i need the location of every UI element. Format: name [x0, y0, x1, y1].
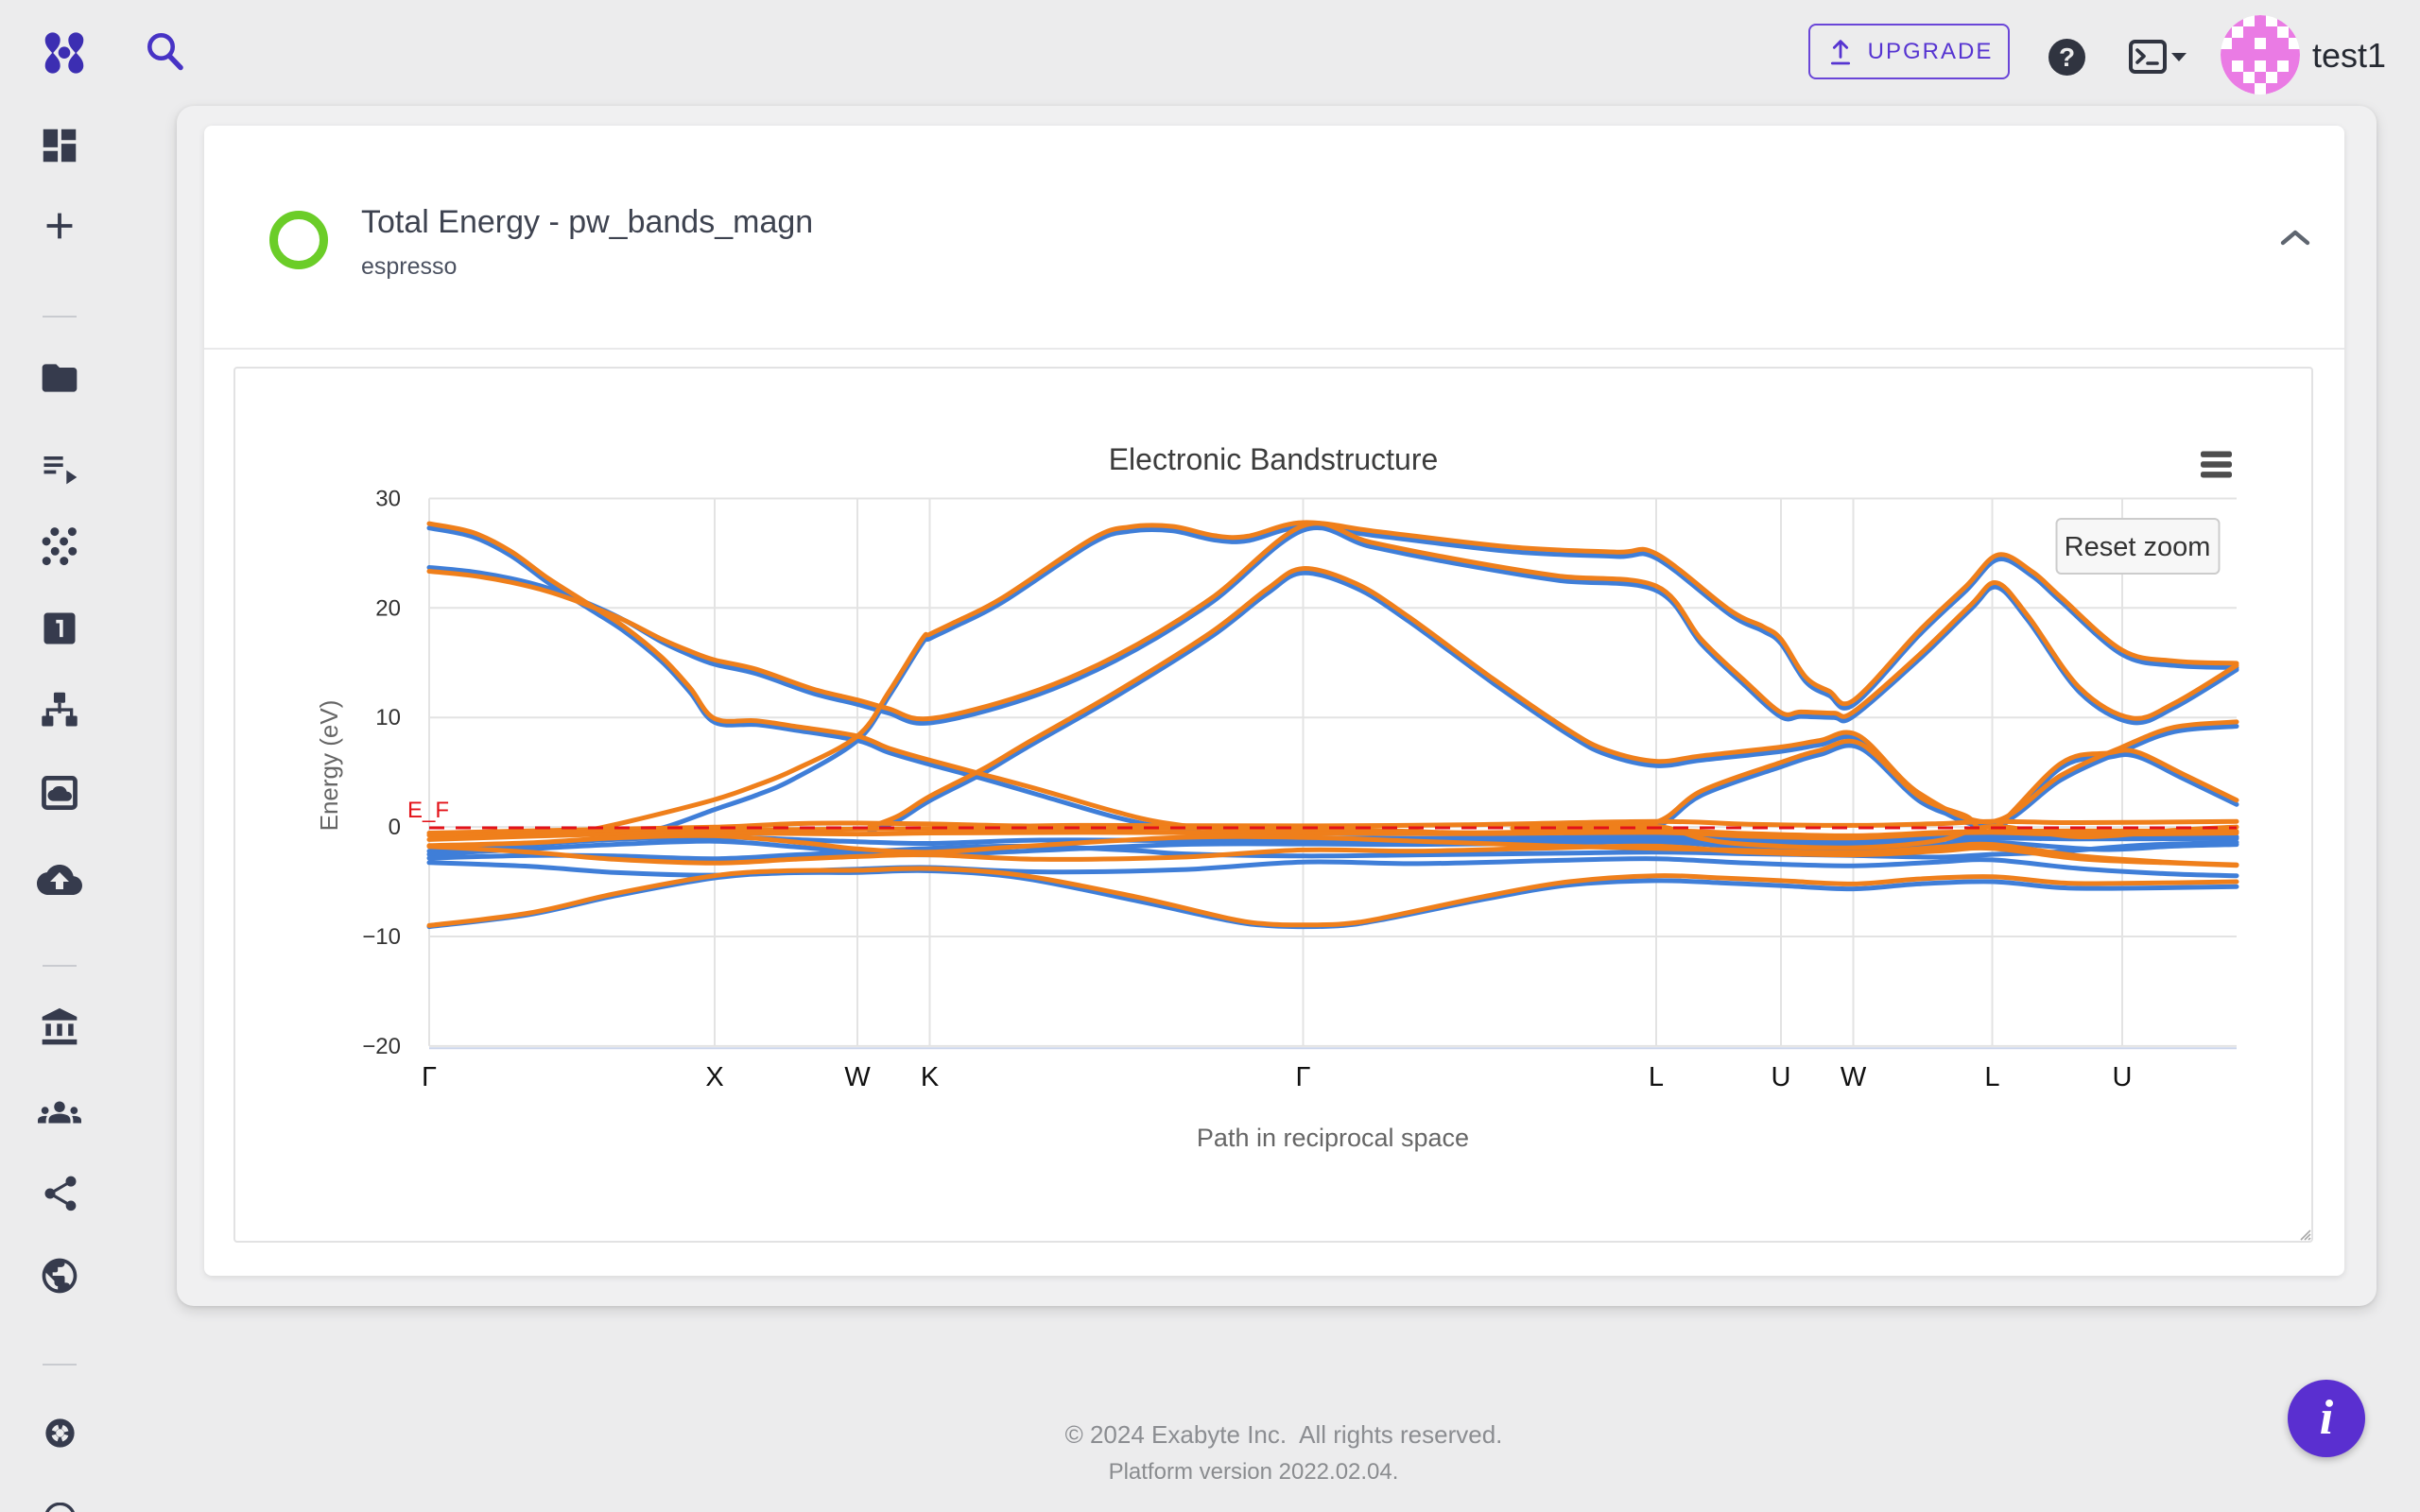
svg-text:L: L — [1984, 1062, 1999, 1092]
svg-text:Γ: Γ — [422, 1062, 437, 1092]
svg-text:E_F: E_F — [407, 798, 449, 823]
svg-text:Γ: Γ — [1296, 1062, 1311, 1092]
svg-text:U: U — [1772, 1062, 1791, 1092]
svg-text:20: 20 — [375, 595, 401, 621]
svg-text:10: 10 — [375, 705, 401, 730]
svg-text:Electronic Bandstructure: Electronic Bandstructure — [1109, 442, 1439, 476]
svg-text:Path in reciprocal space: Path in reciprocal space — [1197, 1124, 1469, 1152]
svg-text:Energy (eV): Energy (eV) — [315, 700, 343, 832]
svg-text:W: W — [1841, 1062, 1867, 1092]
svg-text:U: U — [2113, 1062, 2133, 1092]
svg-text:K: K — [921, 1062, 940, 1092]
svg-text:W: W — [844, 1062, 871, 1092]
svg-text:0: 0 — [389, 815, 401, 840]
svg-text:X: X — [705, 1062, 723, 1092]
svg-text:30: 30 — [375, 487, 401, 512]
svg-text:Reset zoom: Reset zoom — [2065, 532, 2211, 562]
svg-text:L: L — [1649, 1062, 1664, 1092]
svg-text:−10: −10 — [362, 924, 401, 950]
svg-text:−20: −20 — [362, 1034, 401, 1059]
